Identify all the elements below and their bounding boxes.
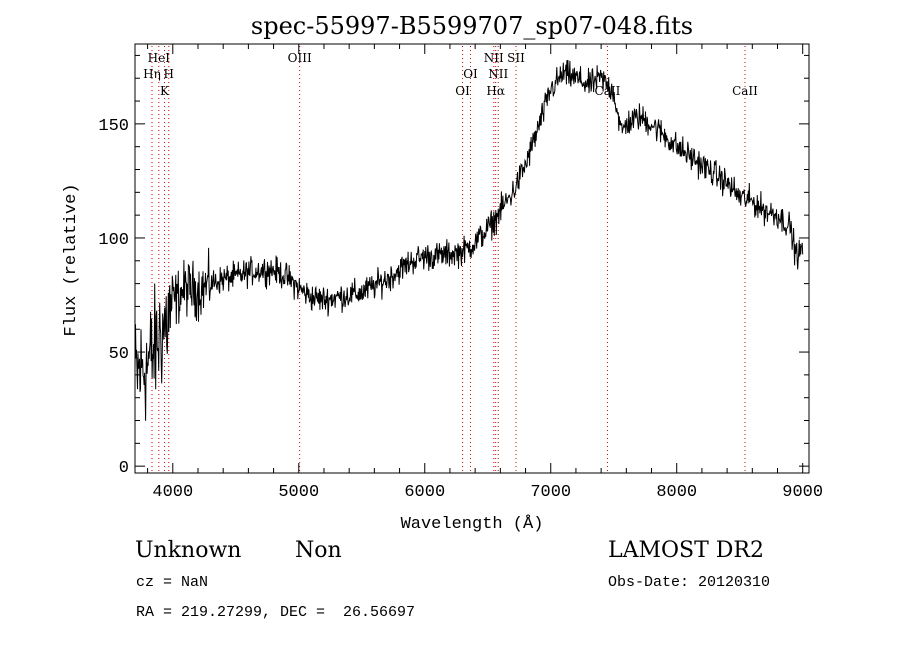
x-axis-ticks: 4000 5000 6000 7000 8000 9000 — [147, 44, 823, 502]
coordinates-label: RA = 219.27299, DEC = 26.56697 — [136, 604, 416, 621]
x-tick-label: 5000 — [278, 483, 319, 502]
x-tick-label: 8000 — [656, 483, 697, 502]
line-markers — [151, 46, 746, 471]
line-marker-label: OI — [463, 67, 478, 81]
line-marker-label: OI — [455, 84, 470, 98]
plot-frame — [134, 43, 810, 474]
line-marker-label: Hα — [486, 84, 505, 98]
line-marker-label: NII — [488, 67, 508, 81]
y-axis-label: Flux (relative) — [62, 183, 81, 336]
object-class: Unknown — [135, 538, 242, 563]
x-tick-label: 6000 — [404, 483, 445, 502]
line-marker-label: SII — [507, 51, 525, 65]
line-marker-label: NII — [484, 51, 504, 65]
object-subclass: Non — [295, 538, 342, 563]
x-axis-label: Wavelength (Å) — [401, 515, 544, 534]
spectrum-line — [134, 59, 804, 421]
line-marker-label: CaII — [732, 84, 758, 98]
line-marker-label: OIII — [288, 51, 312, 65]
survey-label: LAMOST DR2 — [608, 538, 764, 563]
x-tick-label: 9000 — [782, 483, 823, 502]
y-tick-label: 150 — [98, 117, 129, 136]
line-marker-label: H — [164, 67, 174, 81]
y-tick-label: 100 — [98, 231, 129, 250]
line-marker-label: K — [160, 84, 170, 98]
chart-title: spec-55997-B5599707_sp07-048.fits — [251, 12, 693, 40]
line-marker-label: Hη — [143, 67, 161, 81]
y-tick-label: 0 — [119, 459, 129, 478]
obs-date-label: Obs-Date: 20120310 — [608, 574, 771, 591]
x-tick-label: 7000 — [530, 483, 571, 502]
line-marker-label: HeI — [148, 51, 171, 65]
y-axis-ticks: 0 50 100 150 — [98, 54, 809, 478]
x-tick-label: 4000 — [152, 483, 193, 502]
y-tick-label: 50 — [109, 345, 129, 364]
redshift-label: cz = NaN — [136, 574, 209, 591]
